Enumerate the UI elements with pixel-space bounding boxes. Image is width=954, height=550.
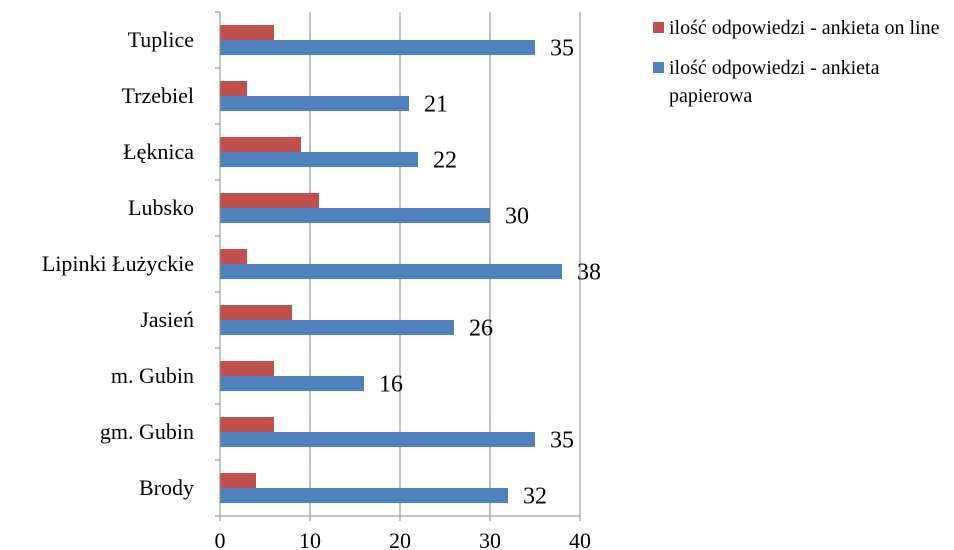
category-label: Trzebiel: [121, 83, 194, 108]
legend-label-paper: ilość odpowiedzi - ankieta papierowa: [669, 57, 880, 107]
x-tick-label-0: 0: [215, 528, 226, 550]
category-labels: Tuplice Trzebiel Łęknica Lubsko Lipinki Łuży…: [42, 27, 194, 500]
data-label: 38: [577, 260, 601, 286]
x-tick-label-20: 20: [389, 528, 411, 550]
legend: ilość odpowiedzi - ankieta on line ilość…: [653, 14, 953, 122]
legend-swatch-paper: [653, 62, 664, 73]
bar-series-1: [220, 152, 418, 167]
legend-label-online: ilość odpowiedzi - ankieta on line: [669, 17, 940, 39]
legend-item-paper: ilość odpowiedzi - ankieta papierowa: [653, 54, 953, 110]
bar-series-0: [220, 417, 274, 432]
category-label: gm. Gubin: [100, 419, 194, 444]
data-labels: 35 21 22 30 38 26 16 35 32: [379, 36, 601, 510]
bar-series-1: [220, 264, 562, 279]
tick-labels: 0 10 20 30 40: [215, 528, 592, 550]
data-label: 21: [424, 92, 448, 118]
x-tick-label-10: 10: [299, 528, 321, 550]
bar-series-1: [220, 376, 364, 391]
data-label: 35: [550, 428, 574, 454]
bar-series-1: [220, 96, 409, 111]
legend-swatch-online: [653, 22, 664, 33]
category-label: Tuplice: [128, 27, 194, 52]
bar-series-1: [220, 320, 454, 335]
category-label: Łęknica: [123, 139, 194, 164]
bars: [220, 25, 562, 503]
bar-series-0: [220, 25, 274, 40]
data-label: 30: [505, 204, 529, 230]
x-tick-label-30: 30: [479, 528, 501, 550]
category-label: Brody: [139, 475, 194, 500]
bar-series-0: [220, 473, 256, 488]
axes: [215, 11, 581, 521]
data-label: 22: [433, 148, 457, 174]
category-label: Lipinki Łużyckie: [42, 251, 194, 276]
category-label: Lubsko: [128, 195, 194, 220]
data-label: 35: [550, 36, 574, 62]
bar-series-1: [220, 208, 490, 223]
category-label: m. Gubin: [111, 363, 194, 388]
bar-series-1: [220, 40, 535, 55]
data-label: 32: [523, 484, 547, 510]
bar-series-0: [220, 249, 247, 264]
category-label: Jasień: [140, 307, 194, 332]
x-tick-label-40: 40: [569, 528, 591, 550]
bar-series-0: [220, 137, 301, 152]
bar-series-0: [220, 361, 274, 376]
data-label: 16: [379, 372, 403, 398]
bar-series-1: [220, 488, 508, 503]
bar-series-1: [220, 432, 535, 447]
data-label: 26: [469, 316, 493, 342]
legend-item-online: ilość odpowiedzi - ankieta on line: [653, 14, 953, 42]
bar-series-0: [220, 305, 292, 320]
bar-series-0: [220, 193, 319, 208]
bar-series-0: [220, 81, 247, 96]
